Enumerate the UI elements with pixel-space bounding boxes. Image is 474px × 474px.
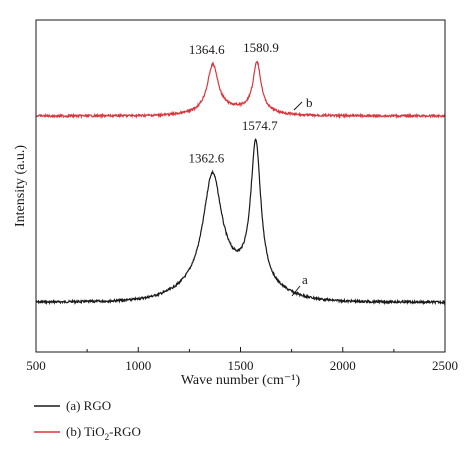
legend-label-rgo: (a) RGO: [66, 398, 111, 413]
callout-b-line: [293, 101, 303, 111]
x-tick-label-1000: 1000: [125, 358, 151, 373]
peak-label-1364-6: 1364.6: [189, 42, 225, 57]
series-line-tio2-rgo: [35, 60, 446, 120]
x-tick-label-500: 500: [26, 358, 46, 373]
plot-area: [35, 60, 446, 306]
legend-label-tio2-rgo: (b) TiO2-RGO: [66, 424, 141, 442]
series-line-rgo: [35, 138, 446, 306]
peak-label-1574-7: 1574.7: [242, 118, 278, 133]
y-axis-label: Intensity (a.u.): [13, 145, 28, 227]
curve-letter-a: a: [302, 272, 308, 287]
x-tick-label-1500: 1500: [228, 358, 254, 373]
curve-letter-b: b: [306, 95, 313, 110]
x-tick-label-2500: 2500: [432, 358, 458, 373]
peak-label-1362-6: 1362.6: [189, 150, 225, 165]
callout-a-line: [291, 285, 301, 297]
axes: 500 1000 1500 2000 2500 Wave number (cm⁻¹) Int…: [13, 19, 458, 388]
annotations: 1362.6 1574.7 1364.6 1580.9 b a: [189, 40, 313, 297]
x-axis-label: Wave number (cm⁻¹): [181, 373, 301, 388]
x-tick-label-2000: 2000: [330, 358, 356, 373]
legend: (a) RGO (b) TiO2-RGO: [34, 398, 141, 442]
peak-label-1580-9: 1580.9: [243, 40, 279, 55]
